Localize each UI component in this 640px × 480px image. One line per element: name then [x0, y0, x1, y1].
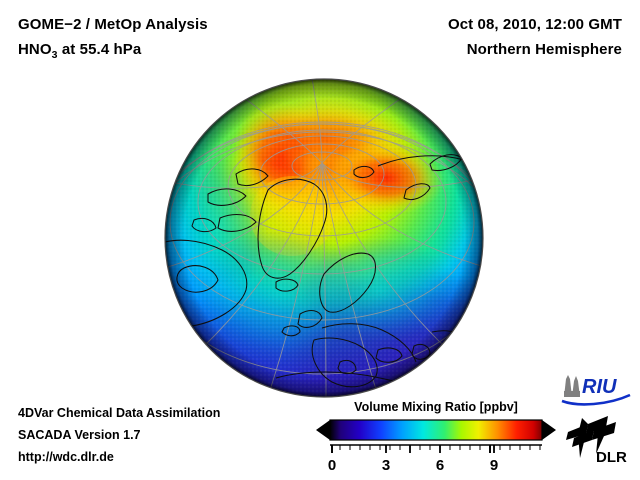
pressure-level-text: at 55.4 hPa	[57, 41, 142, 58]
dlr-logo-text: DLR	[596, 449, 627, 466]
cathedral-spires-icon	[564, 375, 580, 397]
colorbar-title: Volume Mixing Ratio [ppbv]	[354, 400, 518, 414]
limb-darkening	[165, 79, 483, 397]
species-level-label: HNO3 at 55.4 hPa	[18, 37, 208, 68]
species-name: HNO	[18, 41, 52, 58]
colorbar-tick-label-9: 9	[490, 457, 498, 474]
dlr-logo-svg: DLR	[566, 416, 627, 466]
colorbar-gradient	[330, 420, 542, 440]
orthographic-projection-svg	[164, 78, 484, 398]
riu-swoosh-icon	[561, 393, 631, 406]
colorbar-frame	[329, 419, 543, 441]
globe-map	[164, 78, 484, 398]
colorbar-tick-label-6: 6	[436, 457, 444, 474]
globe-field-layer	[165, 79, 483, 397]
colorbar-tick-label-3: 3	[382, 457, 390, 474]
coastline-arabia	[391, 380, 439, 397]
hemisphere-label: Northern Hemisphere	[466, 41, 622, 58]
colorbar-extend-min	[316, 420, 330, 440]
footer-credits: 4DVar Chemical Data Assimilation SACADA …	[18, 402, 220, 468]
page-title: GOME−2 / MetOp Analysis	[18, 16, 208, 33]
dlr-logo: DLR	[566, 414, 630, 471]
riu-logo: RIU	[560, 371, 632, 412]
globe-outline	[164, 78, 484, 398]
colorbar-tick-label-0: 0	[328, 457, 336, 474]
colorbar-extend-max	[542, 420, 556, 440]
colorbar: Volume Mixing Ratio [ppbv]	[316, 399, 556, 476]
header-right-block: Oct 08, 2010, 12:00 GMT Northern Hemisph…	[448, 12, 622, 62]
riu-logo-text: RIU	[582, 376, 617, 398]
header-left-block: GOME−2 / MetOp Analysis HNO3 at 55.4 hPa	[18, 12, 208, 68]
method-label: 4DVar Chemical Data Assimilation	[18, 406, 221, 420]
colorbar-major-ticks	[331, 445, 491, 453]
riu-logo-svg: RIU	[561, 375, 631, 406]
colorbar-svg: 0 3 6 9	[316, 419, 556, 474]
species-subscript: 3	[51, 49, 58, 61]
timestamp-label: Oct 08, 2010, 12:00 GMT	[447, 16, 622, 33]
version-label: SACADA Version 1.7	[18, 428, 141, 442]
dlr-mark-icon	[566, 416, 616, 458]
url-label[interactable]: http://wdc.dlr.de	[18, 450, 114, 464]
